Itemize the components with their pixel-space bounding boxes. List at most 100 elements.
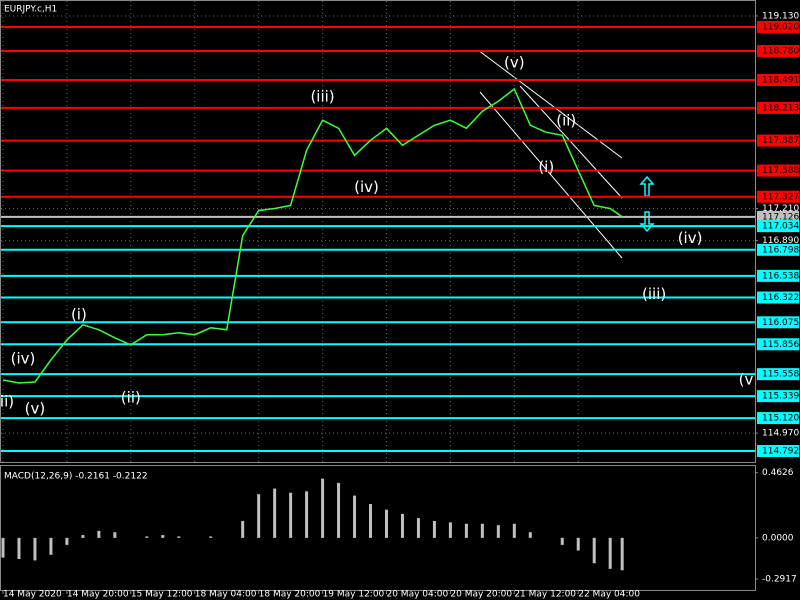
price-line <box>2 87 623 384</box>
macd-bar <box>49 537 53 555</box>
macd-bar <box>65 537 69 545</box>
wave-label: (i) <box>538 158 554 176</box>
macd-bar <box>241 520 245 538</box>
macd-bar <box>305 491 309 538</box>
x-tick-label: 14 May 20:00 <box>67 590 129 600</box>
level-label: 118.780 <box>762 47 799 57</box>
macd-bar <box>97 530 101 538</box>
level-label-box <box>757 291 799 304</box>
x-tick-label: 22 May 04:00 <box>578 590 640 600</box>
level-label: 114.792 <box>762 446 799 456</box>
wave-label: (ii) <box>121 389 141 407</box>
wave-label: ii) <box>0 393 14 411</box>
level-label-box <box>757 74 799 87</box>
macd-bar <box>480 523 484 538</box>
level-label: 116.322 <box>762 293 799 303</box>
macd-bar <box>289 492 293 538</box>
level-label: 117.588 <box>762 166 799 176</box>
macd-title: MACD(12,26,9) -0.2161 -0.2122 <box>4 472 148 482</box>
macd-bar <box>273 488 277 538</box>
macd-bar <box>464 523 468 538</box>
macd-bar <box>496 525 500 538</box>
y-tick-label: 119.130 <box>762 11 799 21</box>
macd-bar <box>209 536 213 538</box>
macd-bar <box>620 537 624 571</box>
level-label-box <box>757 243 799 256</box>
macd-bar <box>81 535 85 538</box>
level-label: 116.798 <box>762 245 799 255</box>
macd-bar <box>161 535 165 538</box>
macd-panel <box>0 465 756 591</box>
macd-bar <box>432 520 436 538</box>
up-arrow <box>639 175 655 197</box>
macd-bar <box>560 537 564 545</box>
level-label: 117.887 <box>762 136 799 146</box>
level-label: 115.856 <box>762 340 799 350</box>
level-label: 119.020 <box>762 22 799 32</box>
x-tick-label: 19 May 12:00 <box>323 590 385 600</box>
level-label: 116.075 <box>762 318 799 328</box>
macd-bar <box>576 537 580 551</box>
level-label-box <box>757 210 799 223</box>
macd-bar <box>337 482 341 538</box>
macd-bar <box>321 478 325 538</box>
macd-bar <box>369 504 373 538</box>
level-label-box <box>757 164 799 177</box>
trend-line <box>479 91 623 259</box>
level-label-box <box>757 269 799 282</box>
level-label-box <box>757 220 799 233</box>
macd-bar <box>257 494 261 538</box>
macd-bar <box>512 523 516 538</box>
level-label-box <box>757 390 799 403</box>
wave-label: (iv) <box>11 349 36 367</box>
x-tick-label: 18 May 20:00 <box>259 590 321 600</box>
macd-bar <box>353 495 357 538</box>
level-label: 115.558 <box>762 370 799 380</box>
down-arrow <box>639 211 655 233</box>
level-label-box <box>757 101 799 114</box>
y-tick-label: 116.890 <box>762 236 799 246</box>
level-label: 118.491 <box>762 76 799 86</box>
level-label-box <box>757 45 799 58</box>
level-label-box <box>757 20 799 33</box>
wave-label: (iv) <box>678 229 703 247</box>
level-label: 116.538 <box>762 271 799 281</box>
wave-label: (iii) <box>642 285 666 303</box>
level-label-box <box>757 412 799 425</box>
level-label: 117.034 <box>762 222 799 232</box>
x-tick-label: 20 May 20:00 <box>450 590 512 600</box>
level-label-box <box>757 444 799 457</box>
price-panel <box>0 0 756 463</box>
macd-y-tick-label: 0.4626 <box>762 468 794 478</box>
macd-bar <box>145 536 149 538</box>
level-label-box <box>757 368 799 381</box>
level-label: 117.126 <box>762 212 799 222</box>
wave-label: (ii) <box>556 112 576 130</box>
x-tick-label: 20 May 04:00 <box>386 590 448 600</box>
level-label: 118.213 <box>762 103 799 113</box>
level-label-box <box>757 190 799 203</box>
macd-bar <box>592 537 596 564</box>
macd-bar <box>113 532 117 538</box>
macd-y-tick-label: 0.0000 <box>762 533 794 543</box>
macd-bar <box>416 518 420 538</box>
x-tick-label: 15 May 12:00 <box>131 590 193 600</box>
wave-label: (v) <box>504 54 525 72</box>
wave-label: (v) <box>25 400 46 418</box>
wave-label: (iv) <box>354 178 379 196</box>
level-label: 117.327 <box>762 192 799 202</box>
trend-line <box>519 85 623 199</box>
macd-bar <box>17 537 21 559</box>
macd-bar <box>608 537 612 569</box>
x-tick-label: 18 May 04:00 <box>195 590 257 600</box>
macd-bar <box>177 536 181 538</box>
macd-bar <box>400 513 404 538</box>
macd-bar <box>33 537 37 561</box>
wave-label: (i) <box>71 305 87 323</box>
macd-bar <box>384 509 388 538</box>
level-label-box <box>757 316 799 329</box>
level-label: 115.120 <box>762 414 799 424</box>
y-tick-label: 114.970 <box>762 429 799 439</box>
